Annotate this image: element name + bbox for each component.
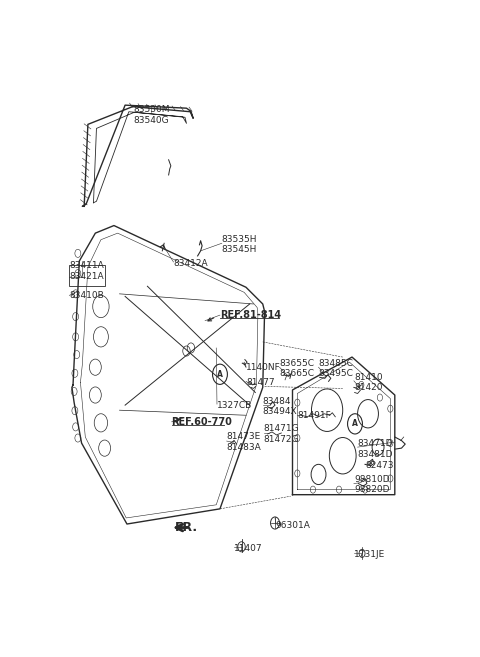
Text: 81477: 81477 — [246, 378, 275, 387]
Text: A: A — [352, 419, 358, 428]
Text: 1327CB: 1327CB — [217, 401, 252, 409]
Text: 83471D
83481D: 83471D 83481D — [358, 440, 393, 459]
Text: 83411A
83421A: 83411A 83421A — [69, 261, 104, 281]
Text: 83484
83494X: 83484 83494X — [263, 397, 298, 417]
Text: 1140NF: 1140NF — [246, 363, 281, 372]
Text: 98810D
98820D: 98810D 98820D — [354, 475, 389, 494]
Text: 81410
81420: 81410 81420 — [354, 373, 383, 392]
Text: 1731JE: 1731JE — [354, 550, 385, 559]
Text: 82473: 82473 — [365, 461, 394, 470]
Text: 83410B: 83410B — [69, 291, 104, 300]
Text: 83535H
83545H: 83535H 83545H — [222, 235, 257, 254]
Text: 83412A: 83412A — [173, 259, 208, 268]
Text: 81491F: 81491F — [297, 411, 331, 420]
Text: 83655C
83665C: 83655C 83665C — [279, 359, 314, 378]
Text: 83485C
83495C: 83485C 83495C — [319, 359, 353, 378]
Text: 11407: 11407 — [234, 544, 263, 553]
Text: FR.: FR. — [175, 521, 198, 534]
Text: A: A — [217, 370, 223, 379]
Text: 83530M
83540G: 83530M 83540G — [133, 105, 169, 125]
Text: REF.60-770: REF.60-770 — [172, 417, 232, 427]
Text: 81473E
81483A: 81473E 81483A — [227, 432, 262, 452]
Text: REF.81-814: REF.81-814 — [220, 310, 281, 320]
Text: 81471G
81472G: 81471G 81472G — [264, 424, 300, 443]
Text: 96301A: 96301A — [276, 520, 311, 530]
